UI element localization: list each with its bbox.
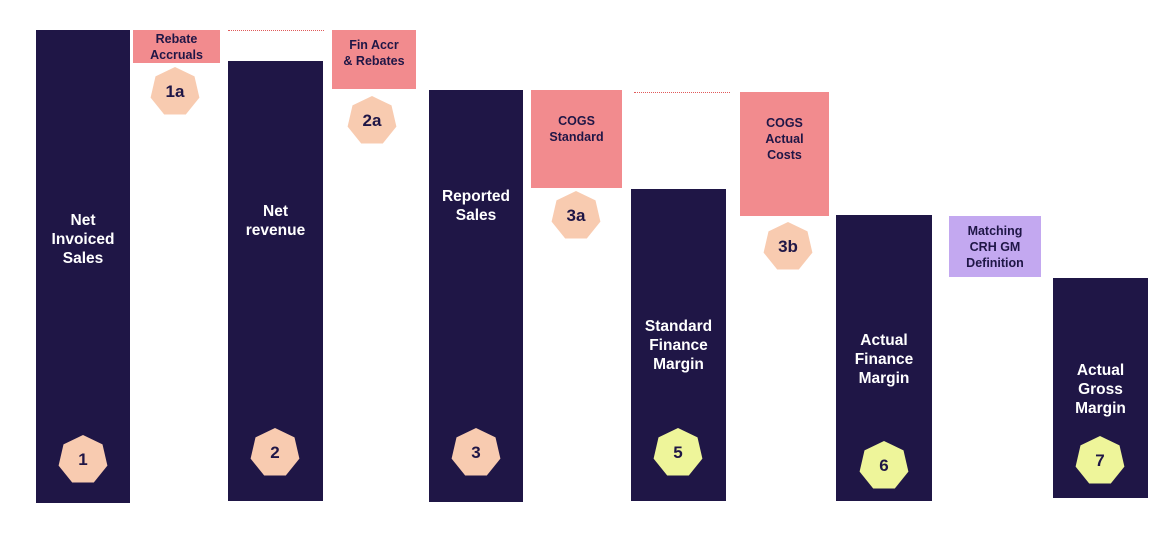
heptagon-icon <box>763 222 813 270</box>
box-fin-accr-rebates: Fin Accr & Rebates <box>332 30 416 89</box>
badge-6: 6 <box>857 439 911 493</box>
bar-net-invoiced-sales: Net Invoiced Sales <box>36 30 130 503</box>
bar-label: Actual Finance Margin <box>854 331 914 387</box>
heptagon-icon <box>451 428 501 476</box>
badge-7: 7 <box>1073 434 1127 488</box>
badge-2a: 2a <box>345 94 399 148</box>
heptagon-icon <box>58 435 108 483</box>
badge-3a: 3a <box>549 189 603 243</box>
badge-2: 2 <box>248 426 302 480</box>
bar-net-revenue: Net revenue <box>228 61 323 501</box>
heptagon-icon <box>551 191 601 239</box>
badge-1a: 1a <box>148 65 202 119</box>
heptagon-icon <box>859 441 909 489</box>
bar-standard-finance-margin: Standard Finance Margin <box>631 189 726 501</box>
connector-line <box>228 30 324 31</box>
badge-3b: 3b <box>761 220 815 274</box>
heptagon-icon <box>347 96 397 144</box>
bar-label: Reported Sales <box>441 188 511 224</box>
bar-label: Actual Gross Margin <box>1075 361 1126 417</box>
box-rebate-accruals: Rebate Accruals <box>133 30 220 63</box>
heptagon-icon <box>250 428 300 476</box>
bar-label: Net revenue <box>245 203 306 239</box>
heptagon-icon <box>653 428 703 476</box>
bar-actual-gross-margin: Actual Gross Margin <box>1053 278 1148 498</box>
heptagon-icon <box>150 67 200 115</box>
connector-line <box>634 92 730 93</box>
badge-5: 5 <box>651 426 705 480</box>
heptagon-icon <box>1075 436 1125 484</box>
box-cogs-actual-costs: COGS Actual Costs <box>740 92 829 216</box>
box-matching-crh-gm-definition: Matching CRH GM Definition <box>949 216 1041 277</box>
badge-1: 1 <box>56 433 110 487</box>
badge-3: 3 <box>449 426 503 480</box>
bar-label: Net Invoiced Sales <box>51 212 115 267</box>
bar-label: Standard Finance Margin <box>644 317 713 373</box>
box-cogs-standard: COGS Standard <box>531 90 622 188</box>
